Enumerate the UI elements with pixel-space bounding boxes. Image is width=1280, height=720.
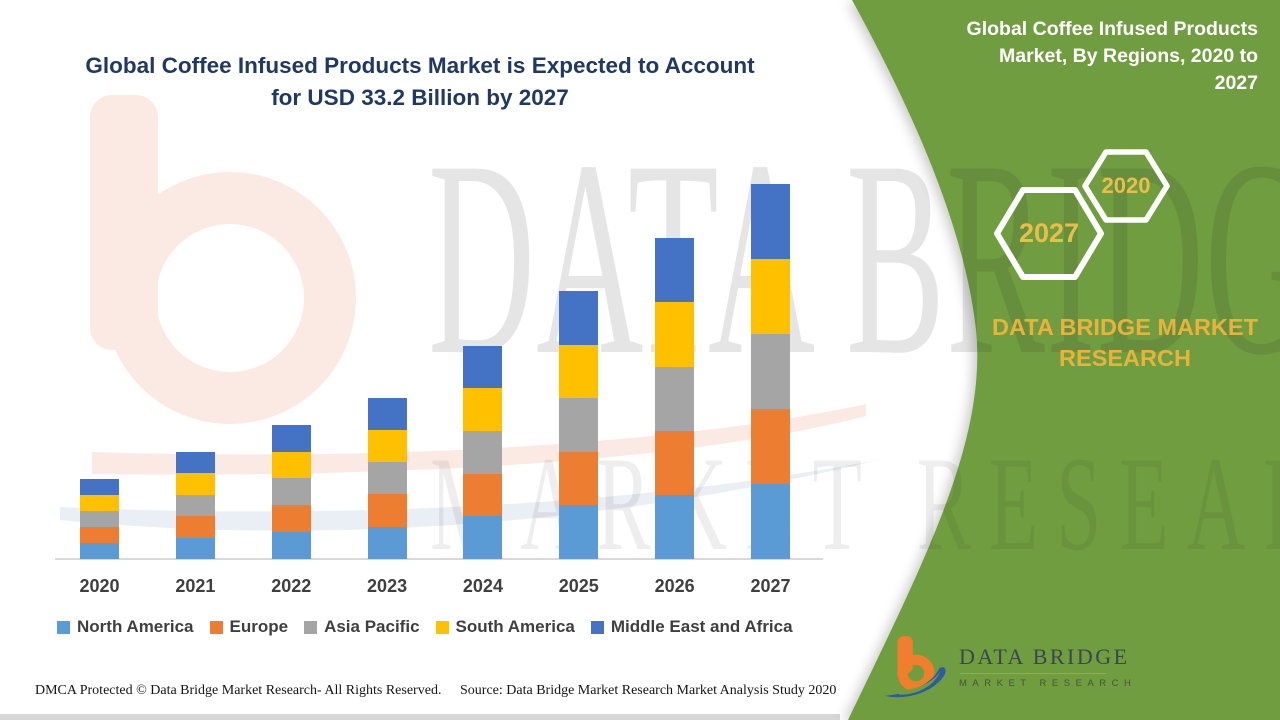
bar-segment-europe	[271, 505, 311, 533]
legend-swatch-middle-east-and-africa	[590, 620, 604, 634]
hexagon-2027: 2027	[993, 184, 1105, 283]
bar-segment-asia-pacific	[751, 334, 791, 409]
stacked-bar-2025	[559, 291, 599, 559]
legend-item-south-america: South America	[435, 617, 575, 637]
bar-segment-middle-east-and-africa	[367, 397, 407, 430]
x-axis-label-2024: 2024	[462, 576, 503, 596]
x-axis-label-2025: 2025	[558, 576, 599, 596]
bar-segment-north-america	[175, 537, 215, 559]
bar-segment-europe	[175, 516, 215, 538]
hexagon-2020-outline	[1082, 149, 1170, 223]
legend-item-middle-east-and-africa: Middle East and Africa	[590, 617, 793, 637]
bar-segment-north-america	[655, 494, 695, 559]
hexagon-2020-label: 2020	[1101, 173, 1151, 198]
bar-segment-north-america	[271, 532, 311, 559]
x-axis-label-2023: 2023	[367, 576, 408, 596]
bar-segment-south-america	[367, 429, 407, 463]
legend-label-middle-east-and-africa: Middle East and Africa	[610, 617, 793, 636]
bar-segment-south-america	[271, 451, 311, 479]
stacked-bar-2026	[655, 238, 695, 559]
data-bridge-logo: DATA BRIDGE MARKET RESEARCH	[883, 632, 1136, 704]
bar-segment-north-america	[367, 526, 407, 559]
bar-segment-asia-pacific	[175, 494, 215, 517]
brand-wordmark: DATA BRIDGE MARKET RESEARCH	[992, 314, 1258, 372]
side-panel-title-line3: 2027	[1214, 71, 1258, 94]
source-note: Source: Data Bridge Market Research Mark…	[460, 683, 837, 698]
logo-words: DATA BRIDGE MARKET RESEARCH	[959, 632, 1136, 704]
plot-area: 2020 2021 2022 2023 2024 2025 2026 2027	[55, 160, 825, 596]
hexagon-2027-label: 2027	[1018, 218, 1080, 248]
x-axis-label-2022: 2022	[271, 576, 312, 596]
chart-title-line1: Global Coffee Infused Products Market is…	[85, 53, 755, 78]
legend-label-south-america: South America	[455, 617, 575, 636]
dmca-notice: DMCA Protected © Data Bridge Market Rese…	[35, 683, 442, 698]
bar-segment-middle-east-and-africa	[655, 238, 695, 303]
bar-segment-asia-pacific	[559, 398, 599, 452]
bar-segment-south-america	[463, 388, 503, 431]
bar-segment-europe	[751, 409, 791, 484]
bar-segment-asia-pacific	[80, 510, 119, 527]
logo-divider	[960, 673, 1106, 674]
bar-segment-north-america	[559, 505, 599, 559]
stacked-bar-2020	[80, 478, 119, 559]
legend-label-asia-pacific: Asia Pacific	[324, 617, 420, 636]
bar-segment-europe	[80, 526, 119, 543]
logo-b-icon	[885, 636, 946, 698]
bar-segment-south-america	[559, 344, 599, 399]
side-panel-title-line2: Market, By Regions, 2020 to	[998, 44, 1258, 67]
stacked-bar-2023	[367, 397, 407, 559]
bar-segment-asia-pacific	[367, 462, 407, 495]
legend-item-europe: Europe	[209, 617, 289, 637]
legend-swatch-north-america	[57, 620, 70, 634]
bar-segment-europe	[463, 473, 503, 517]
stacked-bar-2027	[751, 184, 791, 559]
side-panel-title: Global Coffee Infused Products Market, B…	[913, 16, 1258, 97]
x-axis-label-2021: 2021	[175, 576, 216, 596]
bar-segment-middle-east-and-africa	[175, 451, 215, 474]
x-axis-line	[55, 558, 823, 560]
hexagon-2020: 2020	[1082, 147, 1170, 225]
bar-segment-europe	[655, 430, 695, 495]
x-axis-label-2020: 2020	[79, 576, 120, 596]
bar-segment-middle-east-and-africa	[559, 291, 599, 345]
bar-segment-north-america	[751, 484, 791, 559]
legend-label-north-america: North America	[77, 617, 194, 636]
chart-title: Global Coffee Infused Products Market is…	[70, 50, 770, 114]
x-axis-label-2026: 2026	[654, 576, 695, 596]
bar-segment-asia-pacific	[463, 430, 503, 474]
bar-segment-south-america	[80, 494, 119, 511]
bar-segment-europe	[559, 451, 599, 506]
x-axis-label-2027: 2027	[750, 576, 791, 596]
chart-title-line2: for USD 33.2 Billion by 2027	[271, 84, 569, 110]
side-panel-title-line1: Global Coffee Infused Products	[966, 18, 1258, 40]
logo-name: DATA BRIDGE	[959, 644, 1130, 669]
bar-segment-europe	[367, 494, 407, 527]
bottom-edge-strip	[0, 714, 840, 720]
hexagon-2027-outline	[994, 187, 1104, 280]
stacked-bar-2024	[463, 345, 503, 559]
bar-segment-north-america	[80, 542, 119, 559]
bar-segment-middle-east-and-africa	[80, 478, 119, 495]
legend-item-asia-pacific: Asia Pacific	[304, 617, 420, 637]
logo-subtitle: MARKET RESEARCH	[959, 678, 1137, 689]
bar-segment-south-america	[655, 302, 695, 367]
bar-segment-south-america	[751, 259, 791, 334]
bar-segment-middle-east-and-africa	[463, 345, 503, 389]
stacked-bar-2022	[271, 424, 311, 559]
bar-segment-south-america	[175, 473, 215, 495]
stacked-bar-2021	[175, 451, 215, 559]
bar-segment-north-america	[463, 516, 503, 559]
legend-label-europe: Europe	[229, 617, 289, 636]
bar-segment-middle-east-and-africa	[751, 184, 791, 259]
legend-item-north-america: North America	[57, 617, 194, 637]
legend-swatch-south-america	[435, 620, 449, 634]
bar-segment-middle-east-and-africa	[271, 424, 311, 452]
legend-swatch-asia-pacific	[304, 620, 318, 634]
bar-segment-asia-pacific	[655, 366, 695, 431]
chart-legend: North America Europe Asia Pacific South Ame…	[57, 617, 837, 637]
bar-segment-asia-pacific	[271, 478, 311, 506]
legend-swatch-europe	[209, 620, 223, 634]
